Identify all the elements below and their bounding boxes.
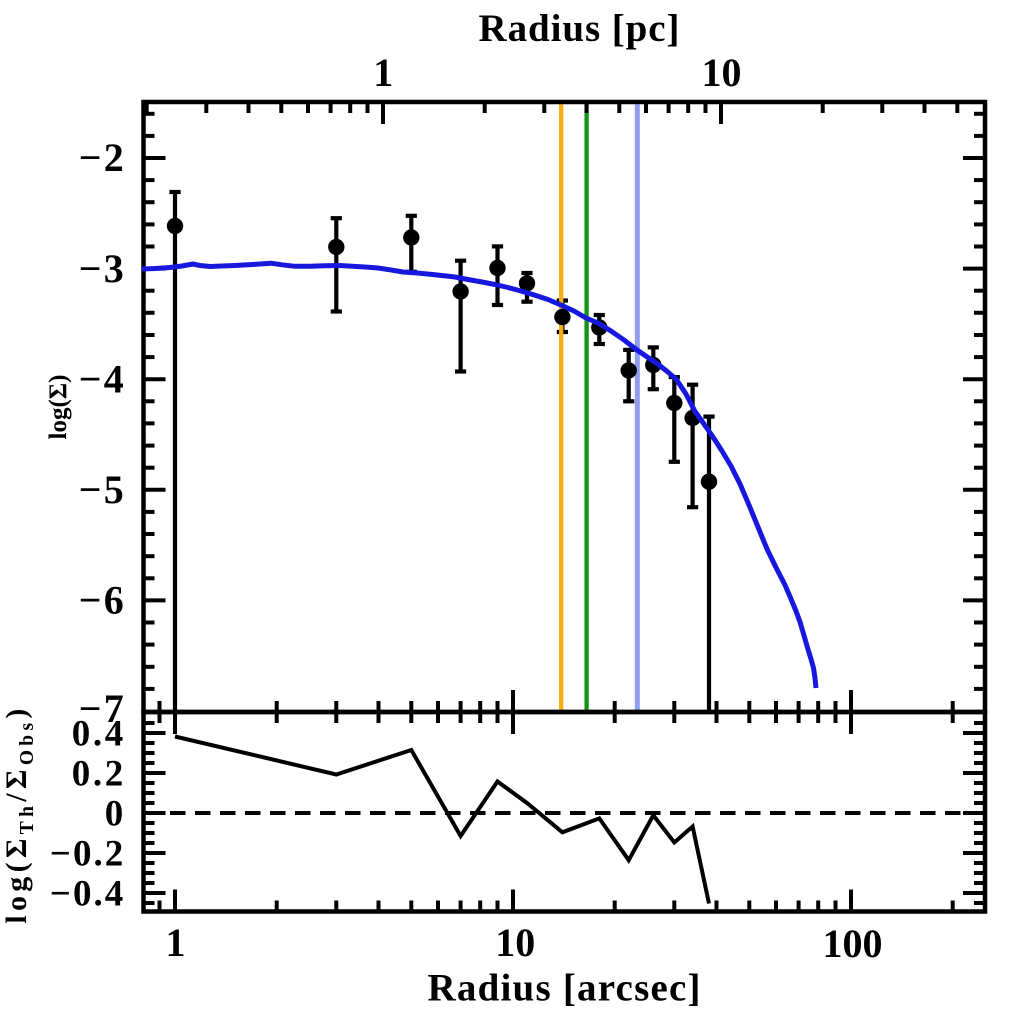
svg-text:Radius [pc]: Radius [pc] [479,7,680,50]
svg-text:−3: −3 [79,246,124,291]
svg-text:−0.2: −0.2 [50,833,124,874]
svg-text:10: 10 [495,920,535,965]
svg-text:100: 100 [823,921,883,966]
svg-text:1: 1 [373,50,393,95]
svg-text:−7: −7 [79,686,124,731]
svg-text:0.2: 0.2 [72,753,124,794]
svg-text:log(Σ): log(Σ) [45,375,72,440]
svg-text:−4: −4 [79,356,124,401]
svg-text:Radius [arcsec]: Radius [arcsec] [428,967,701,1010]
svg-text:10: 10 [702,50,742,95]
svg-text:−6: −6 [79,578,124,623]
svg-text:0: 0 [105,793,124,834]
svg-text:−5: −5 [79,467,124,512]
svg-text:1: 1 [166,920,186,965]
svg-text:−0.4: −0.4 [50,873,124,914]
svg-text:0.4: 0.4 [72,713,124,754]
svg-text:−2: −2 [79,135,124,180]
